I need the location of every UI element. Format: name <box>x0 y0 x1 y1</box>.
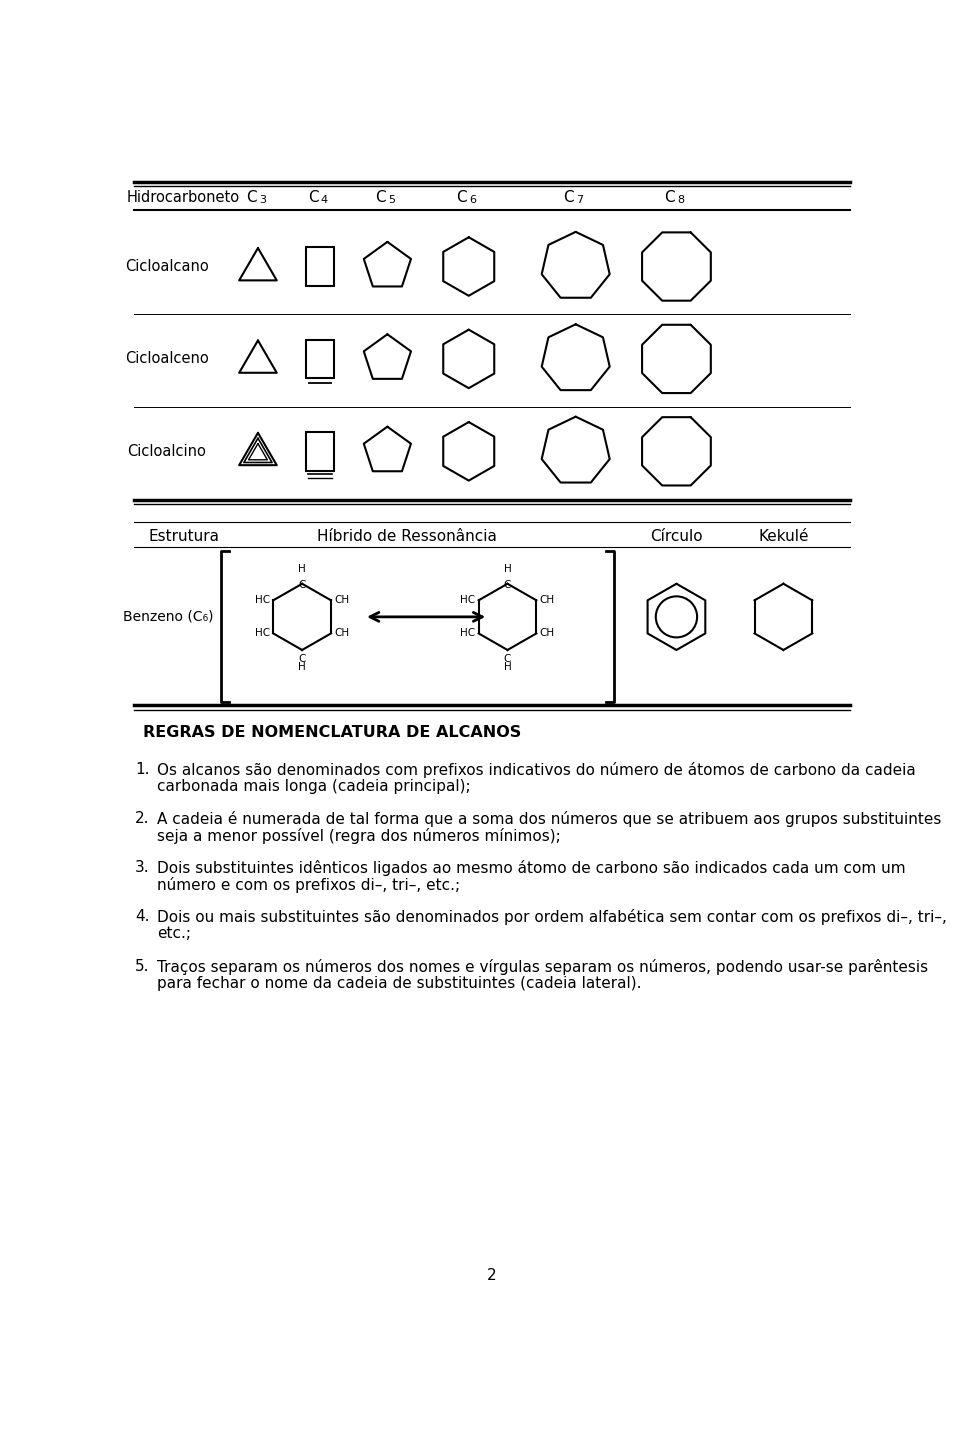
Text: Cicloalcano: Cicloalcano <box>125 260 208 274</box>
Text: HC: HC <box>255 595 270 605</box>
Text: 5: 5 <box>388 196 396 205</box>
Text: 2: 2 <box>487 1268 497 1283</box>
Text: C: C <box>299 580 306 591</box>
Text: HC: HC <box>461 628 475 638</box>
Text: 6: 6 <box>469 196 476 205</box>
Text: C: C <box>246 190 256 205</box>
Text: seja a menor possível (regra dos números mínimos);: seja a menor possível (regra dos números… <box>157 829 561 844</box>
Text: Dois substituintes idênticos ligados ao mesmo átomo de carbono são indicados cad: Dois substituintes idênticos ligados ao … <box>157 860 906 876</box>
Bar <box>306 432 334 470</box>
Text: H: H <box>504 662 512 672</box>
Text: Dois ou mais substituintes são denominados por ordem alfabética sem contar com o: Dois ou mais substituintes são denominad… <box>157 910 948 926</box>
Text: para fechar o nome da cadeia de substituintes (cadeia lateral).: para fechar o nome da cadeia de substitu… <box>157 975 641 991</box>
Text: C: C <box>308 190 319 205</box>
Text: 7: 7 <box>576 196 584 205</box>
Text: 2.: 2. <box>135 811 150 826</box>
Text: Traços separam os números dos nomes e vírgulas separam os números, podendo usar-: Traços separam os números dos nomes e ví… <box>157 959 928 975</box>
Text: C: C <box>564 190 574 205</box>
Bar <box>306 340 334 379</box>
Text: CH: CH <box>540 595 555 605</box>
Text: 3.: 3. <box>134 860 150 875</box>
Text: CH: CH <box>334 628 349 638</box>
Text: H: H <box>299 564 306 573</box>
Text: 1.: 1. <box>135 762 150 776</box>
Text: 4.: 4. <box>135 910 150 924</box>
Text: Cicloalcino: Cicloalcino <box>127 444 206 459</box>
Text: Kekulé: Kekulé <box>758 528 808 544</box>
Text: C: C <box>504 654 511 663</box>
Text: Hidrocarboneto: Hidrocarboneto <box>127 190 240 205</box>
Text: C: C <box>375 190 386 205</box>
Text: Estrutura: Estrutura <box>148 528 219 544</box>
Text: C: C <box>299 654 306 663</box>
Text: REGRAS DE NOMENCLATURA DE ALCANOS: REGRAS DE NOMENCLATURA DE ALCANOS <box>143 724 521 740</box>
Text: CH: CH <box>334 595 349 605</box>
Text: H: H <box>299 662 306 672</box>
Text: A cadeia é numerada de tal forma que a soma dos números que se atribuem aos grup: A cadeia é numerada de tal forma que a s… <box>157 811 942 827</box>
Bar <box>306 247 334 286</box>
Text: 8: 8 <box>677 196 684 205</box>
Text: C: C <box>457 190 468 205</box>
Text: Os alcanos são denominados com prefixos indicativos do número de átomos de carbo: Os alcanos são denominados com prefixos … <box>157 762 916 778</box>
Text: Cicloalceno: Cicloalceno <box>125 351 208 367</box>
Text: H: H <box>504 564 512 573</box>
Text: Híbrido de Ressonância: Híbrido de Ressonância <box>317 528 496 544</box>
Text: número e com os prefixos di–, tri–, etc.;: número e com os prefixos di–, tri–, etc.… <box>157 878 461 894</box>
Text: HC: HC <box>255 628 270 638</box>
Text: CH: CH <box>540 628 555 638</box>
Text: Benzeno (C₆): Benzeno (C₆) <box>123 609 213 624</box>
Text: HC: HC <box>461 595 475 605</box>
Text: etc.;: etc.; <box>157 926 191 942</box>
Text: C: C <box>664 190 675 205</box>
Text: carbonada mais longa (cadeia principal);: carbonada mais longa (cadeia principal); <box>157 779 470 794</box>
Text: 5.: 5. <box>135 959 150 974</box>
Text: Círculo: Círculo <box>650 528 703 544</box>
Text: 3: 3 <box>259 196 266 205</box>
Text: 4: 4 <box>321 196 328 205</box>
Text: C: C <box>504 580 511 591</box>
